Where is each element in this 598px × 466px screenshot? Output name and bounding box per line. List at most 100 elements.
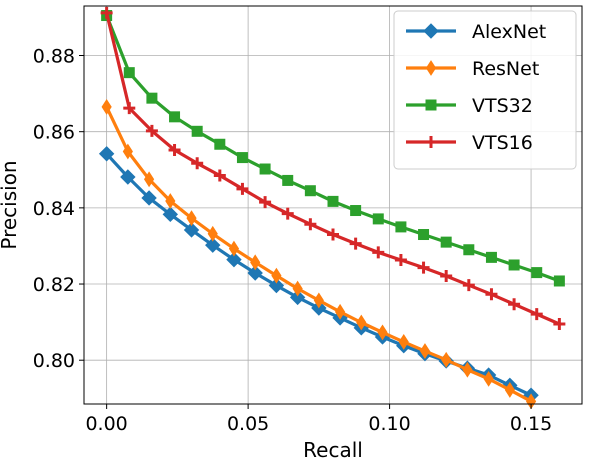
legend: AlexNet ResNet VTS32 VTS16 — [393, 10, 577, 170]
series-resnet — [101, 99, 537, 410]
data-point-resnet — [186, 210, 197, 227]
data-point-vts32 — [463, 244, 475, 256]
legend-marker — [423, 23, 439, 39]
data-point-resnet — [143, 171, 155, 188]
data-point-vts32 — [418, 229, 430, 241]
data-point-vts16 — [168, 143, 181, 156]
axis-ticks: 0.00 0.05 0.10 0.15 0.80 0.82 0.84 0.86 0.88 — [33, 46, 553, 435]
data-point-resnet — [419, 343, 431, 359]
data-point-resnet — [504, 381, 515, 398]
data-point-vts32 — [350, 205, 362, 217]
plot-series — [98, 6, 566, 410]
data-point-resnet — [165, 193, 176, 209]
x-tick-label: 0.00 — [85, 413, 127, 435]
data-point-vts32 — [327, 195, 339, 207]
x-axis-label: Recall — [303, 438, 363, 462]
series-vts16 — [100, 6, 566, 331]
legend-label: VTS16 — [472, 132, 533, 154]
data-point-vts16 — [191, 157, 204, 170]
data-point-vts16 — [417, 261, 430, 274]
data-point-vts16 — [327, 228, 339, 241]
data-point-vts16 — [213, 169, 226, 182]
legend-marker — [425, 136, 437, 148]
plot-frame — [83, 5, 583, 405]
data-point-vts16 — [372, 246, 385, 259]
data-point-vts16 — [145, 124, 158, 137]
data-point-vts32 — [372, 213, 384, 225]
data-point-resnet — [377, 324, 388, 341]
data-point-vts32 — [191, 125, 203, 137]
legend-label: VTS32 — [472, 95, 533, 117]
series-vts32 — [101, 10, 565, 287]
data-point-vts16 — [100, 6, 113, 19]
data-point-vts32 — [440, 236, 452, 248]
data-point-resnet — [228, 240, 240, 257]
data-point-vts32 — [123, 67, 135, 79]
x-tick-label: 0.05 — [227, 413, 269, 435]
series-line-alexnet — [105, 152, 532, 397]
data-point-vts16 — [349, 237, 362, 250]
data-point-resnet — [207, 225, 218, 242]
data-point-vts16 — [394, 254, 407, 267]
data-point-resnet — [462, 361, 473, 378]
legend-item-vts16: VTS16 — [406, 132, 533, 154]
data-point-resnet — [356, 314, 367, 331]
data-point-alexnet — [162, 206, 179, 223]
data-point-vts16 — [553, 318, 566, 331]
data-point-vts32 — [169, 111, 181, 123]
data-point-vts16 — [440, 270, 453, 283]
data-point-vts16 — [530, 308, 543, 321]
y-tick-label: 0.84 — [33, 198, 75, 220]
legend-item-resnet: ResNet — [406, 58, 539, 80]
data-point-vts32 — [395, 221, 407, 233]
data-point-alexnet — [247, 265, 263, 281]
legend-box — [393, 10, 577, 170]
y-tick-label: 0.86 — [33, 122, 75, 144]
legend-label: AlexNet — [472, 21, 546, 43]
y-tick-label: 0.82 — [33, 274, 75, 296]
x-tick-label: 0.15 — [510, 413, 552, 435]
data-point-alexnet — [141, 190, 157, 206]
data-point-resnet — [271, 267, 282, 284]
data-point-vts32 — [304, 185, 316, 197]
data-point-vts32 — [214, 138, 226, 150]
data-point-vts32 — [236, 152, 248, 164]
data-point-resnet — [250, 254, 261, 271]
data-point-vts16 — [259, 196, 272, 209]
data-point-resnet — [483, 370, 494, 387]
data-point-vts32 — [282, 174, 294, 186]
data-point-vts16 — [236, 182, 249, 195]
data-point-alexnet — [120, 169, 136, 185]
data-point-vts16 — [485, 288, 498, 301]
y-axis-label: Precision — [0, 160, 21, 249]
legend-item-vts32: VTS32 — [406, 95, 533, 117]
data-point-vts16 — [123, 102, 136, 115]
data-point-vts16 — [462, 279, 475, 292]
data-point-resnet — [101, 99, 112, 115]
data-point-alexnet — [183, 222, 200, 238]
data-point-alexnet — [98, 146, 115, 162]
data-point-vts16 — [508, 298, 521, 311]
data-point-vts32 — [259, 163, 271, 175]
data-point-vts32 — [146, 92, 158, 104]
data-point-alexnet — [226, 251, 242, 268]
legend-marker — [425, 60, 437, 76]
data-point-vts32 — [485, 251, 497, 263]
data-point-vts32 — [508, 259, 520, 271]
data-point-resnet — [398, 333, 409, 350]
data-point-alexnet — [268, 277, 285, 294]
legend-item-alexnet: AlexNet — [406, 21, 546, 43]
data-point-resnet — [122, 143, 133, 160]
data-point-resnet — [292, 280, 303, 297]
data-point-resnet — [441, 351, 452, 368]
y-tick-label: 0.88 — [33, 46, 75, 68]
x-tick-label: 0.10 — [368, 413, 410, 435]
series-alexnet — [98, 146, 539, 403]
data-point-vts16 — [281, 207, 294, 220]
data-point-vts32 — [553, 275, 565, 287]
legend-label: ResNet — [472, 58, 539, 80]
data-point-vts16 — [304, 218, 317, 231]
data-point-alexnet — [289, 289, 306, 306]
y-tick-label: 0.80 — [33, 350, 75, 372]
